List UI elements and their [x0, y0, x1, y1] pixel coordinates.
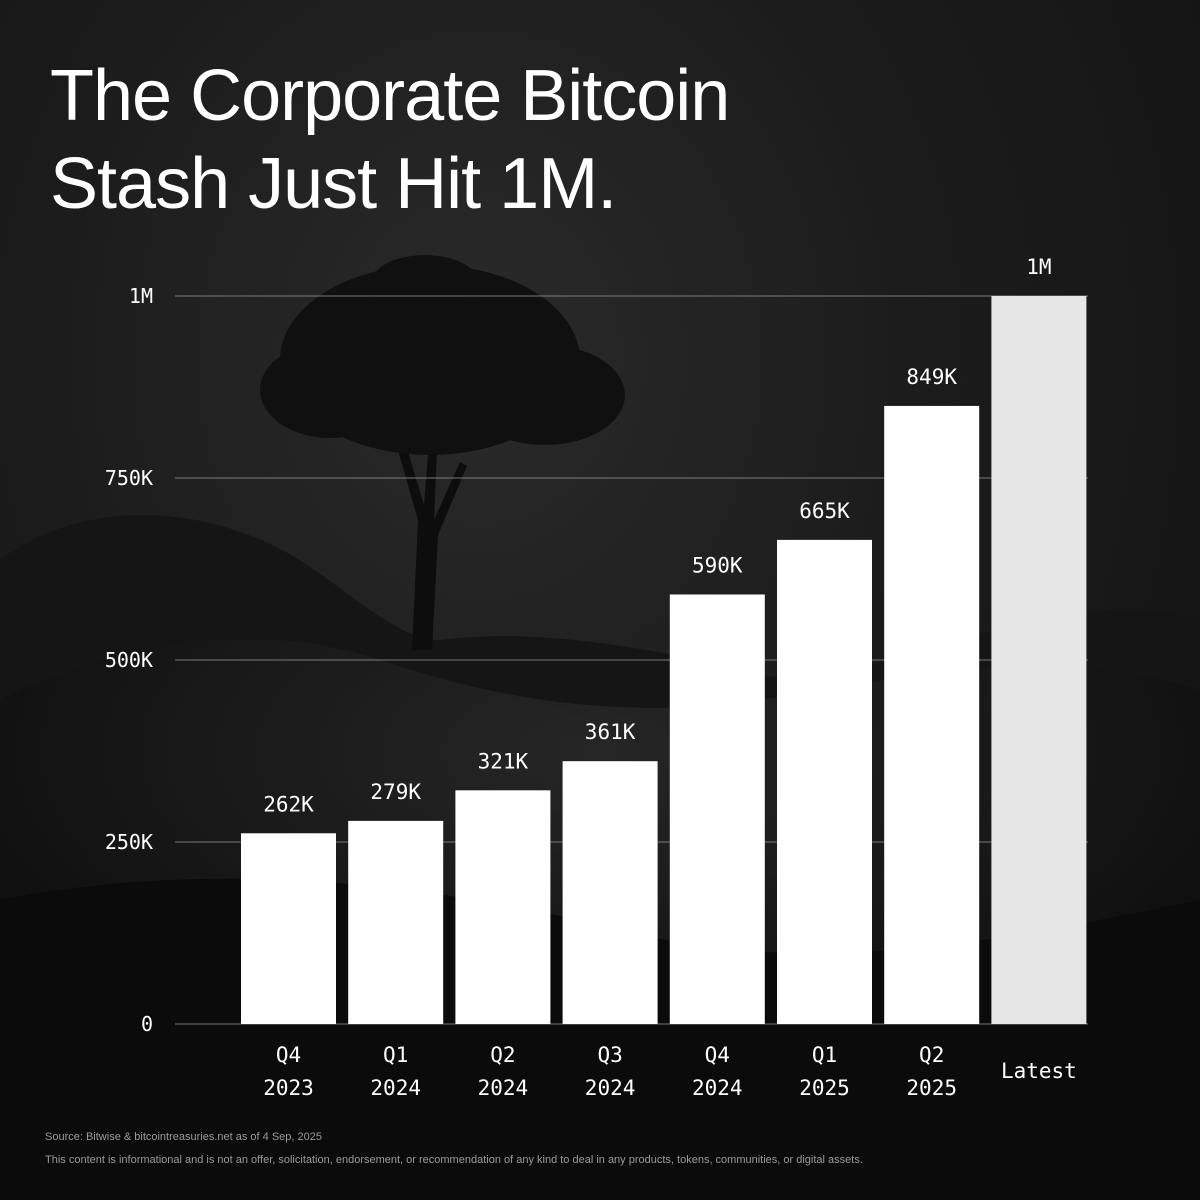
data-label: 321K [478, 749, 529, 773]
x-tick-label: Q1 [812, 1043, 837, 1067]
y-axis-ticks: 0 250K 500K 750K 1M [105, 284, 153, 1036]
x-tick-label: Q4 [705, 1043, 730, 1067]
x-tick-label: 2024 [478, 1076, 529, 1100]
disclaimer: This content is informational and is not… [45, 1154, 863, 1166]
x-tick-label: Q2 [919, 1043, 944, 1067]
x-tick-label: 2025 [799, 1076, 850, 1100]
headline: The Corporate Bitcoin Stash Just Hit 1M. [50, 52, 1150, 228]
source-note: Source: Bitwise & bitcointreasuries.net … [45, 1131, 322, 1143]
tree-silhouette [260, 255, 625, 650]
y-tick-label: 0 [141, 1012, 153, 1036]
data-label: 361K [585, 720, 636, 744]
bars [241, 296, 1087, 1025]
bar-7 [991, 296, 1087, 1024]
data-label: 1M [1026, 255, 1051, 279]
data-label: 849K [906, 365, 957, 389]
x-tick-label: Latest [1001, 1059, 1077, 1083]
x-tick-label: 2023 [263, 1076, 314, 1100]
x-tick-label: Q2 [490, 1043, 515, 1067]
data-label: 665K [799, 499, 850, 523]
data-labels: 262K 279K 321K 361K 590K 665K 849K 1M [263, 255, 1051, 816]
y-tick-label: 1M [129, 284, 153, 308]
x-tick-label: 2024 [370, 1076, 421, 1100]
headline-line-2: Stash Just Hit 1M. [50, 144, 617, 224]
bar-1 [348, 820, 444, 1024]
x-tick-label: 2024 [585, 1076, 636, 1100]
x-tick-label: 2024 [692, 1076, 743, 1100]
bar-6 [884, 405, 980, 1025]
bar-4 [669, 594, 765, 1024]
x-tick-label: Q3 [597, 1043, 622, 1067]
data-label: 262K [263, 792, 314, 816]
y-tick-label: 250K [105, 830, 153, 854]
data-label: 279K [370, 780, 421, 804]
x-tick-label: 2025 [906, 1076, 957, 1100]
bar-5 [777, 539, 872, 1024]
y-tick-label: 500K [105, 648, 153, 672]
data-label: 590K [692, 553, 743, 577]
y-tick-label: 750K [105, 466, 153, 490]
x-axis-ticks: Q4 2023 Q1 2024 Q2 2024 Q3 2024 Q4 2024 Q1 2025 Q2 20… [263, 1043, 1077, 1100]
x-tick-label: Q1 [383, 1043, 408, 1067]
bar-0 [241, 833, 336, 1024]
headline-line-1: The Corporate Bitcoin [50, 56, 730, 136]
x-tick-label: Q4 [276, 1043, 301, 1067]
bar-3 [562, 761, 658, 1024]
bar-2 [455, 790, 551, 1024]
